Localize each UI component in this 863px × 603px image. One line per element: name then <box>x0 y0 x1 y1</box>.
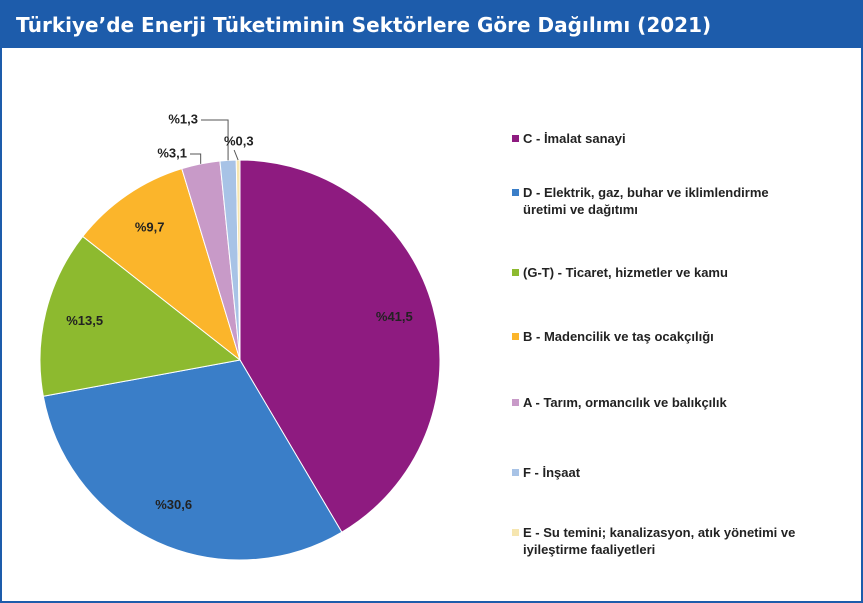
data-label: %3,1 <box>157 145 187 160</box>
legend-item: C - İmalat sanayi <box>512 130 812 147</box>
data-label: %0,3 <box>224 133 254 148</box>
legend-swatch <box>512 333 519 340</box>
legend-item: (G-T) - Ticaret, hizmetler ve kamu <box>512 264 812 281</box>
legend-label: A - Tarım, ormancılık ve balıkçılık <box>523 395 727 410</box>
pie-slice <box>42 359 343 561</box>
legend-swatch <box>512 135 519 142</box>
data-label: %1,3 <box>168 111 198 126</box>
pie-slice <box>82 168 241 362</box>
leader-line <box>190 153 202 164</box>
leader-line <box>233 149 239 161</box>
legend-label: F - İnşaat <box>523 465 581 480</box>
legend-swatch <box>512 189 519 196</box>
pie-slice <box>235 159 241 361</box>
data-label: %41,5 <box>376 309 413 324</box>
legend-label: B - Madencilik ve taş ocakçılığı <box>523 329 714 344</box>
legend-label: (G-T) - Ticaret, hizmetler ve kamu <box>523 265 728 280</box>
legend-label: C - İmalat sanayi <box>523 131 626 146</box>
legend-swatch <box>512 399 519 406</box>
data-label: %13,5 <box>66 313 103 328</box>
legend-item: E - Su temini; kanalizasyon, atık yöneti… <box>512 524 812 558</box>
legend-label: D - Elektrik, gaz, buhar ve iklimlendirm… <box>523 185 769 217</box>
pie-slice <box>39 235 242 397</box>
chart-title: Türkiye’de Enerji Tüketiminin Sektörlere… <box>2 2 861 48</box>
leader-line <box>201 119 229 161</box>
legend-item: D - Elektrik, gaz, buhar ve iklimlendirm… <box>512 184 812 218</box>
legend-item: A - Tarım, ormancılık ve balıkçılık <box>512 394 812 411</box>
legend-label: E - Su temini; kanalizasyon, atık yöneti… <box>523 525 796 557</box>
legend-swatch <box>512 529 519 536</box>
pie-slice <box>239 159 441 533</box>
legend-swatch <box>512 469 519 476</box>
legend-swatch <box>512 269 519 276</box>
legend-item: F - İnşaat <box>512 464 812 481</box>
data-label: %9,7 <box>135 219 165 234</box>
legend-item: B - Madencilik ve taş ocakçılığı <box>512 328 812 345</box>
data-label: %30,6 <box>155 497 192 512</box>
